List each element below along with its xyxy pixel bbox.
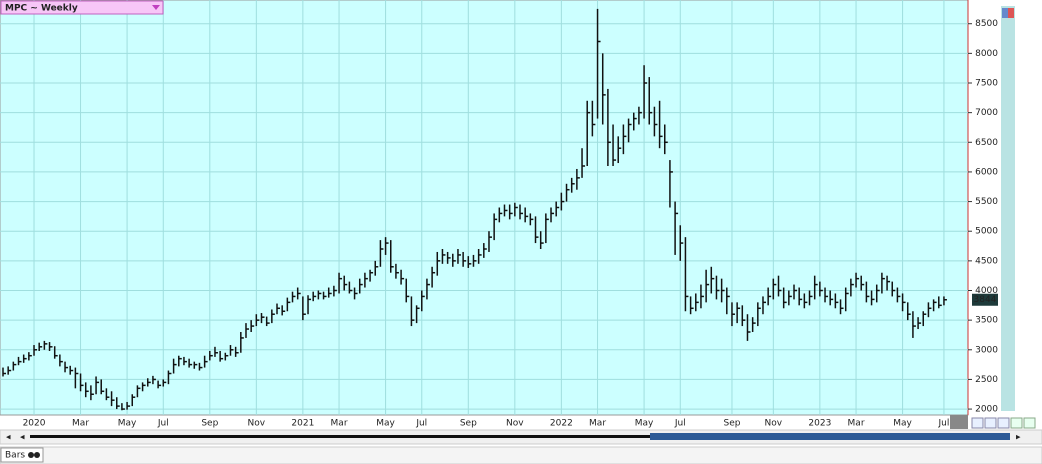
scroll-track [30,435,1010,438]
x-tick-label: Mar [848,419,865,429]
y-tick-label: 2500 [975,375,998,385]
last-price-label: 3844 [974,295,997,305]
scroll-thumb[interactable] [650,433,1010,440]
zoom-button[interactable] [1010,417,1023,429]
y-tick-label: 7500 [975,79,998,89]
zoom-button[interactable] [971,417,984,429]
x-tick-label: Sep [460,419,477,429]
y-tick-label: 8000 [975,49,998,59]
bars-tab[interactable] [0,447,44,463]
x-tick-label: Jul [674,419,686,429]
grid [0,0,968,415]
last-price-box [972,293,998,306]
x-tick-label: May [376,419,395,429]
x-tick-label: 2020 [23,419,46,429]
x-tick-label: Jul [157,419,169,429]
axis: 2000 2500 3000 3500 4000 4500 5000 5500 6000 6500… [23,19,999,428]
x-tick-label: Nov [506,419,524,429]
x-tick-label: May [635,419,654,429]
bars [2,8,947,411]
y-tick-label: 6500 [975,138,998,148]
x-tick-label: Sep [201,419,218,429]
y-tick-label: 7000 [975,108,998,118]
tab-label: Bars [5,451,25,461]
y-tick-label: 3500 [975,316,998,326]
x-tick-label: Sep [723,419,740,429]
y-tick-label: 8500 [975,19,998,29]
y-tick-label: 4000 [975,286,998,296]
side-icon[interactable] [1008,8,1014,18]
scroll-left[interactable]: ◂ [6,433,11,443]
side-icon[interactable] [1002,8,1008,18]
x-tick-label: Mar [72,419,89,429]
y-tick-label: 6000 [975,167,998,177]
x-tick-label: Nov [248,419,266,429]
x-tick-label: Jul [938,419,950,429]
y-tick-label: 2000 [975,405,998,415]
x-tick-label: Mar [589,419,606,429]
symbol-title: MPC ~ Weekly [5,4,78,14]
x-tick-label: 2022 [550,419,573,429]
dropdown-arrow[interactable] [152,5,160,10]
symbol-dropdown[interactable] [0,0,164,15]
zoom-buttons [971,417,1036,429]
x-tick-label: Mar [331,419,348,429]
zoom-button[interactable] [1023,417,1036,429]
plot-background [0,0,969,416]
zoom-button[interactable] [984,417,997,429]
zoom-button[interactable] [997,417,1010,429]
scroll-left2[interactable]: ◂ [20,433,25,443]
y-tick-label: 4500 [975,256,998,266]
x-tick-label: May [893,419,912,429]
x-tick-label: May [118,419,137,429]
tab-dot [34,452,40,458]
x-tick-label: Jul [415,419,427,429]
x-tick-label: Nov [765,419,783,429]
x-tick-label: 2021 [291,419,314,429]
y-tick-label: 5500 [975,197,998,207]
y-tick-label: 5000 [975,227,998,237]
x-tick-label: 2023 [808,419,831,429]
side-strip [1001,6,1015,411]
corner-box [950,415,968,429]
scroll-right[interactable]: ▸ [1016,433,1021,443]
tab-dot [28,452,34,458]
y-tick-label: 3000 [975,345,998,355]
tab-bar [0,446,1042,464]
